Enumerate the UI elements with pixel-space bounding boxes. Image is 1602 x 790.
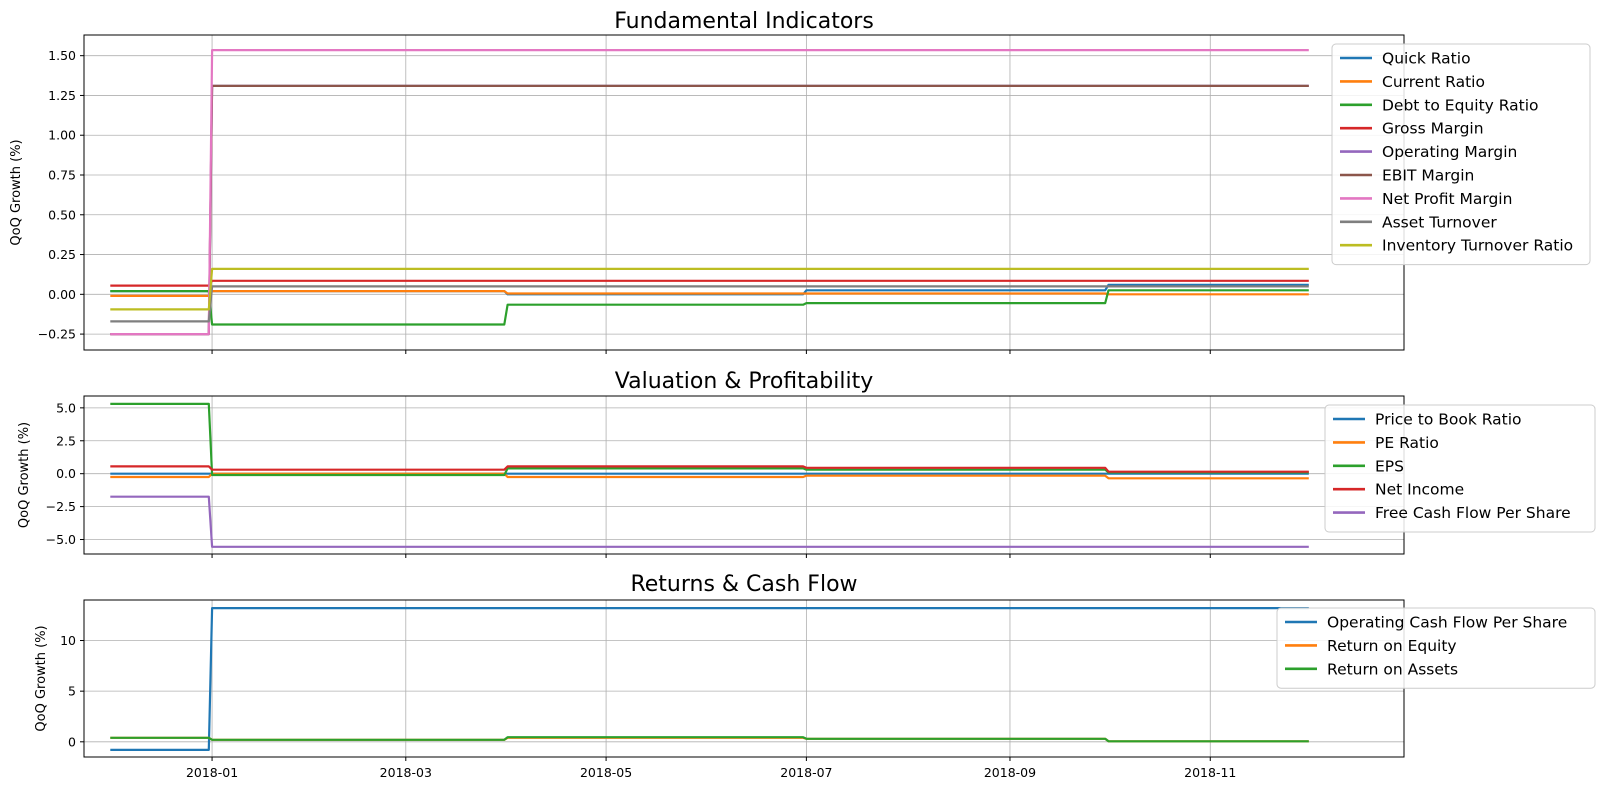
- series-line-4: [110, 465, 1309, 473]
- x-tick-label: 2018-01: [186, 765, 238, 780]
- y-tick-label: 2.5: [56, 433, 76, 448]
- legend-entry: Gross Margin: [1382, 120, 1484, 138]
- chart-title: Returns & Cash Flow: [630, 572, 857, 597]
- series-line-2: [110, 472, 1309, 480]
- panel-3: 0 5 10 2018-01 2018-03 2018-05 2018-07 2018-09 2…: [34, 572, 1596, 780]
- series-line-5: [110, 84, 1309, 336]
- legend-box: [1331, 43, 1591, 266]
- legend-entry: Return on Assets: [1327, 660, 1458, 678]
- legend-box: [1276, 607, 1596, 689]
- y-tick-label: 0.50: [48, 207, 76, 222]
- legend: Quick Ratio Current Ratio Debt to Equity R…: [1331, 43, 1591, 266]
- x-tick-label: 2018-05: [580, 765, 632, 780]
- y-tick-label: 1.25: [48, 88, 76, 103]
- y-tick-label: 1.50: [48, 48, 76, 63]
- y-tick-label: −5.0: [46, 532, 76, 547]
- legend-entry: Asset Turnover: [1382, 213, 1497, 231]
- legend-entry: Price to Book Ratio: [1375, 411, 1522, 429]
- legend-entry: Debt to Equity Ratio: [1382, 96, 1539, 114]
- y-tick-label: 5: [68, 684, 76, 699]
- axes-frame: [83, 599, 1405, 758]
- series-line-7: [110, 48, 1309, 336]
- legend-entry: EPS: [1375, 457, 1404, 475]
- series-line-3: [110, 289, 1309, 326]
- y-tick-label: 0.25: [48, 247, 76, 262]
- y-tick-label: 0: [68, 734, 76, 749]
- axes-frame: [83, 34, 1405, 351]
- series-line-8: [110, 285, 1309, 323]
- legend-entry: Inventory Turnover Ratio: [1382, 237, 1573, 255]
- y-tick-label: 0.0: [56, 466, 76, 481]
- legend-entry: PE Ratio: [1375, 434, 1439, 452]
- series-line-1: [110, 606, 1309, 752]
- panel-2: −5.0 −2.5 0.0 2.5 5.0 Valuation & Profitabili…: [17, 369, 1596, 558]
- legend-box: [1324, 404, 1596, 533]
- series-line-3: [110, 402, 1309, 477]
- x-tick-label: 2018-03: [380, 765, 432, 780]
- y-tick-label: 1.00: [48, 128, 76, 143]
- legend-entry: EBIT Margin: [1382, 167, 1474, 185]
- panel-1: −0.25 0.00 0.25 0.50 0.75 1.00 1.25 1.50 Fundame…: [9, 9, 1591, 354]
- legend-entry: Operating Margin: [1382, 143, 1517, 161]
- chart-title: Valuation & Profitability: [615, 369, 873, 394]
- series-line-3: [110, 736, 1309, 743]
- y-axis-label: QoQ Growth (%): [17, 422, 32, 528]
- legend-entry: Return on Equity: [1327, 637, 1457, 655]
- x-tick-label: 2018-09: [984, 765, 1036, 780]
- y-tick-label: 10: [60, 633, 76, 648]
- series-line-5: [110, 495, 1309, 548]
- legend-entry: Net Profit Margin: [1382, 190, 1512, 208]
- legend-entry: Net Income: [1375, 481, 1464, 499]
- y-tick-label: 5.0: [56, 400, 76, 415]
- x-tick-label: 2018-11: [1184, 765, 1236, 780]
- legend-entry: Free Cash Flow Per Share: [1375, 504, 1571, 522]
- legend: Price to Book Ratio PE Ratio EPS Net Income…: [1324, 404, 1596, 533]
- y-tick-label: 0.00: [48, 287, 76, 302]
- legend: Operating Cash Flow Per Share Return on E…: [1276, 607, 1596, 689]
- y-tick-label: −0.25: [38, 327, 76, 342]
- y-axis-label: QoQ Growth (%): [34, 625, 49, 731]
- x-tick-label: 2018-07: [780, 765, 832, 780]
- legend-entry: Quick Ratio: [1382, 50, 1471, 68]
- y-tick-label: 0.75: [48, 168, 76, 183]
- series-line-9: [110, 267, 1309, 311]
- chart-title: Fundamental Indicators: [614, 9, 874, 34]
- legend-entry: Current Ratio: [1382, 73, 1485, 91]
- legend-entry: Operating Cash Flow Per Share: [1327, 614, 1567, 632]
- y-tick-label: −2.5: [46, 499, 76, 514]
- y-axis-label: QoQ Growth (%): [9, 139, 24, 245]
- series-line-6: [110, 84, 1309, 336]
